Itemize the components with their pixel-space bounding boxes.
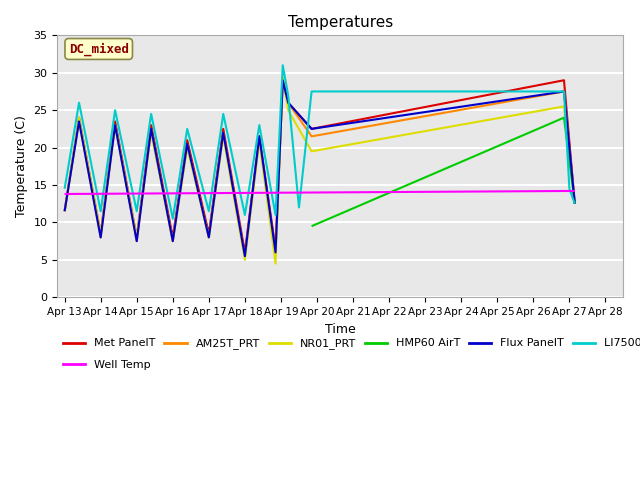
- Title: Temperatures: Temperatures: [288, 15, 393, 30]
- X-axis label: Time: Time: [325, 323, 356, 336]
- Y-axis label: Temperature (C): Temperature (C): [15, 115, 28, 217]
- Text: DC_mixed: DC_mixed: [68, 42, 129, 56]
- Legend: Well Temp: Well Temp: [63, 360, 150, 370]
